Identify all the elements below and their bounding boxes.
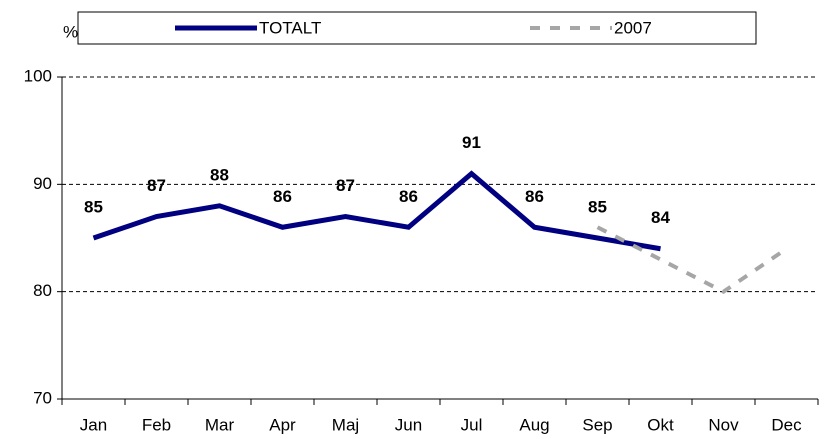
y-tick-label: 80: [33, 281, 52, 300]
value-label: 84: [651, 208, 670, 227]
x-tick-label: Dec: [771, 415, 802, 434]
value-label: 86: [525, 187, 544, 206]
x-tick-label: Apr: [269, 415, 296, 434]
value-label: 88: [210, 165, 229, 184]
value-label: 91: [462, 133, 481, 152]
x-tick-label: Nov: [708, 415, 739, 434]
y-tick-label: 90: [33, 174, 52, 193]
legend-label: TOTALT: [259, 18, 321, 37]
y-axis-label: %: [63, 22, 78, 41]
value-label: 86: [399, 187, 418, 206]
y-tick-label: 70: [33, 388, 52, 407]
legend-label: 2007: [614, 18, 652, 37]
x-tick-label: Mar: [205, 415, 235, 434]
value-label: 86: [273, 187, 292, 206]
x-tick-label: Okt: [647, 415, 674, 434]
x-tick-label: Jul: [461, 415, 483, 434]
line-series: [92, 170, 661, 252]
y-tick-label: 100: [24, 66, 52, 85]
x-tick-label: Sep: [582, 415, 612, 434]
x-tick-label: Jan: [80, 415, 107, 434]
x-tick-label: Aug: [519, 415, 549, 434]
value-label: 87: [336, 176, 355, 195]
line-series: [596, 225, 788, 294]
x-tick-label: Maj: [332, 415, 359, 434]
x-tick-label: Feb: [142, 415, 171, 434]
x-tick-label: Jun: [395, 415, 422, 434]
value-label: 85: [84, 197, 103, 216]
value-label: 85: [588, 197, 607, 216]
value-label: 87: [147, 176, 166, 195]
